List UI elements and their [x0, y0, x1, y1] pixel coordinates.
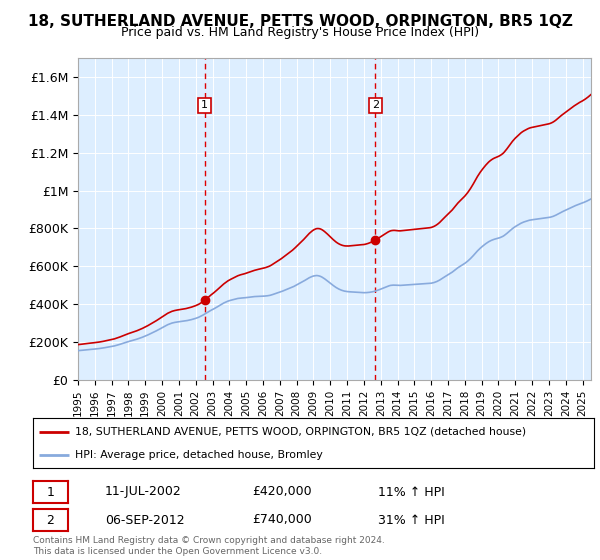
- Text: 31% ↑ HPI: 31% ↑ HPI: [378, 514, 445, 526]
- Text: 1: 1: [201, 100, 208, 110]
- Text: 06-SEP-2012: 06-SEP-2012: [105, 514, 185, 526]
- Text: Price paid vs. HM Land Registry's House Price Index (HPI): Price paid vs. HM Land Registry's House …: [121, 26, 479, 39]
- Text: 2: 2: [46, 514, 55, 526]
- Text: 11-JUL-2002: 11-JUL-2002: [105, 486, 182, 498]
- Text: 1: 1: [46, 486, 55, 498]
- Text: 11% ↑ HPI: 11% ↑ HPI: [378, 486, 445, 498]
- Text: £740,000: £740,000: [252, 514, 312, 526]
- Text: 18, SUTHERLAND AVENUE, PETTS WOOD, ORPINGTON, BR5 1QZ: 18, SUTHERLAND AVENUE, PETTS WOOD, ORPIN…: [28, 14, 572, 29]
- Text: Contains HM Land Registry data © Crown copyright and database right 2024.
This d: Contains HM Land Registry data © Crown c…: [33, 536, 385, 556]
- Text: 18, SUTHERLAND AVENUE, PETTS WOOD, ORPINGTON, BR5 1QZ (detached house): 18, SUTHERLAND AVENUE, PETTS WOOD, ORPIN…: [75, 427, 526, 436]
- Text: 2: 2: [372, 100, 379, 110]
- Text: HPI: Average price, detached house, Bromley: HPI: Average price, detached house, Brom…: [75, 450, 323, 460]
- Text: £420,000: £420,000: [252, 486, 311, 498]
